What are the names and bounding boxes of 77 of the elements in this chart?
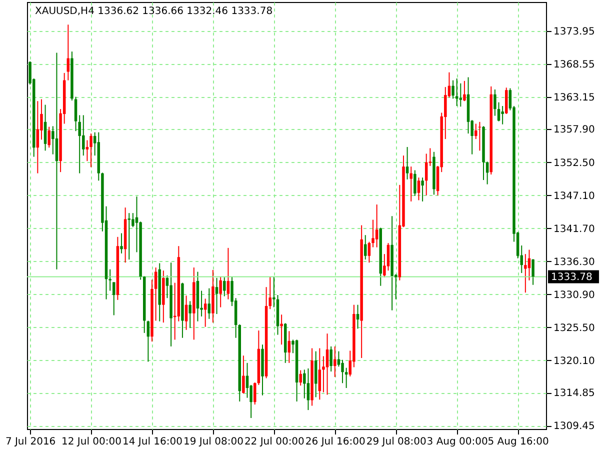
candlestick	[242, 355, 245, 394]
candlestick	[452, 80, 454, 100]
candlestick	[226, 247, 230, 300]
candlestick	[48, 126, 50, 148]
candlestick	[455, 78, 458, 106]
y-tick-label: 1309.45	[554, 421, 595, 432]
candlestick	[55, 52, 58, 270]
y-tick-label: 1368.55	[554, 60, 595, 71]
candlestick	[424, 153, 428, 196]
ref-line-label: 1333.78	[551, 272, 592, 283]
x-tick-label: 5 Aug 16:00	[488, 436, 549, 448]
candlestick	[188, 300, 192, 329]
x-tick-label: 19 Jul 08:00	[183, 436, 244, 448]
candlestick	[288, 330, 291, 364]
x-tick-label: 7 Jul 2016	[5, 436, 56, 448]
candlestick	[74, 96, 78, 132]
x-tick-label: 12 Jul 00:00	[62, 436, 122, 448]
candlestick	[44, 104, 47, 152]
candlestick	[501, 105, 504, 125]
candlestick	[410, 166, 412, 202]
x-tick-label: 26 Jul 16:00	[305, 436, 366, 448]
y-tick-label: 1347.10	[554, 190, 595, 202]
candlestick	[326, 333, 329, 396]
candlestick	[364, 234, 367, 260]
candlestick	[375, 204, 378, 248]
candlestick	[219, 276, 222, 308]
candlestick	[532, 258, 534, 286]
candlestick	[417, 177, 420, 201]
x-tick-label: 14 Jul 16:00	[122, 436, 182, 448]
chart-title: XAUUSD,H4 1336.62 1336.66 1332.46 1333.78	[35, 6, 273, 17]
candlestick	[414, 170, 416, 196]
candlestick	[341, 359, 344, 384]
candlestick	[215, 277, 218, 314]
candlestick	[208, 288, 211, 320]
y-tick-label: 1341.70	[554, 224, 595, 235]
candlestick	[184, 295, 188, 330]
candlestick	[306, 368, 310, 411]
candlestick	[386, 242, 390, 272]
y-tick-label: 1357.90	[554, 124, 595, 136]
x-tick-label: 3 Aug 00:00	[426, 436, 488, 448]
candlestick	[128, 212, 130, 260]
candlestick	[120, 232, 123, 254]
candlestick	[372, 219, 374, 248]
candlestick	[112, 282, 116, 316]
y-tick-label: 1325.50	[554, 322, 595, 334]
candlestick	[254, 382, 256, 406]
candlestick	[463, 80, 466, 102]
candlestick	[356, 304, 360, 330]
candlestick	[299, 370, 302, 386]
candlestick	[154, 267, 158, 322]
y-tick-label: 1363.15	[554, 92, 595, 104]
candlestick	[505, 87, 508, 114]
y-tick-label: 1314.85	[554, 388, 595, 400]
candlestick	[344, 367, 348, 389]
candlestick	[246, 362, 249, 398]
candlestick	[90, 133, 92, 168]
candlestick	[368, 241, 371, 264]
y-tick-label: 1352.50	[554, 158, 595, 169]
candlestick	[82, 114, 85, 156]
candlestick	[36, 100, 40, 174]
candlestick	[204, 298, 207, 328]
x-tick-label: 29 Jul 08:00	[366, 436, 426, 448]
candlestick	[459, 82, 462, 108]
y-tick-label: 1373.95	[554, 26, 595, 38]
candlestick	[406, 146, 409, 180]
y-tick-label: 1320.10	[554, 356, 595, 367]
candlestick	[330, 346, 332, 372]
candlestick	[334, 346, 336, 378]
candlestick	[318, 348, 322, 400]
x-tick-label: 22 Jul 00:00	[244, 436, 304, 448]
candlestick	[223, 276, 226, 297]
candlestick	[86, 140, 89, 162]
candlestick	[524, 254, 527, 294]
candlestick	[314, 350, 318, 398]
y-tick-label: 1330.90	[554, 290, 595, 301]
candlestick	[421, 177, 424, 202]
y-tick-label: 1336.30	[554, 256, 595, 268]
